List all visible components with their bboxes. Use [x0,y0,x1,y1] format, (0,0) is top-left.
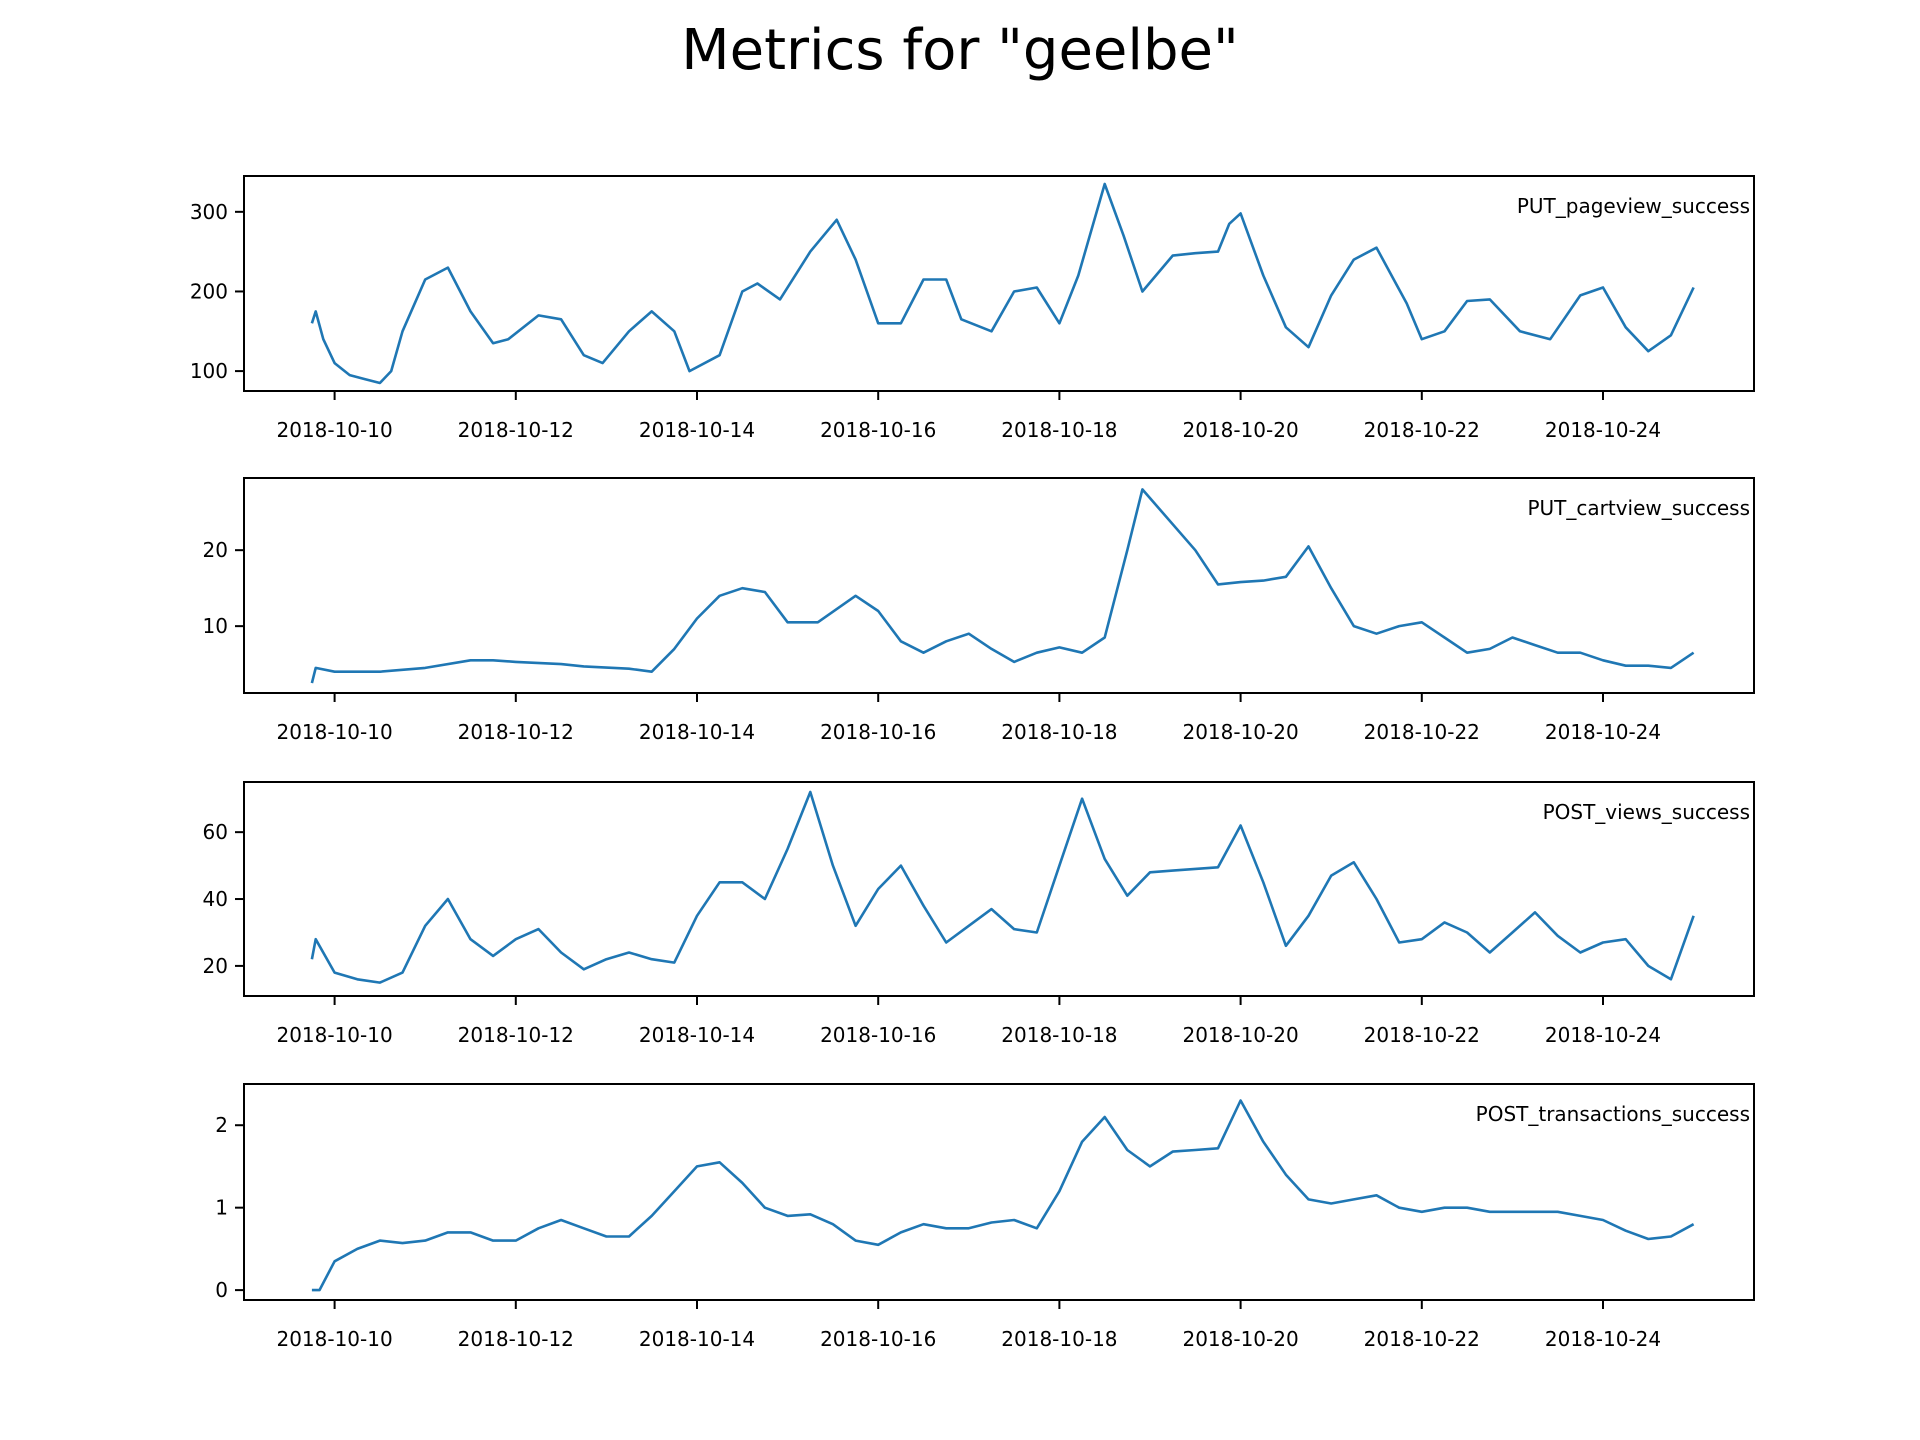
x-tick-label: 2018-10-12 [458,1327,574,1351]
x-tick-label: 2018-10-14 [639,1023,755,1047]
x-tick-label: 2018-10-24 [1545,1327,1661,1351]
y-tick-label: 200 [190,279,228,303]
series-line [310,790,1695,984]
plot-frame [243,781,1755,997]
x-tick-label: 2018-10-10 [276,720,392,744]
x-tick-label: 2018-10-10 [276,418,392,442]
series-label: PUT_pageview_success [1517,194,1750,218]
x-tick-label: 2018-10-12 [458,720,574,744]
x-tick-label: 2018-10-10 [276,1327,392,1351]
x-tick-label: 2018-10-22 [1364,418,1480,442]
y-tick-label: 300 [190,200,228,224]
series-line [311,1099,1695,1292]
x-tick-label: 2018-10-24 [1545,418,1661,442]
x-tick-label: 2018-10-14 [639,720,755,744]
x-tick-label: 2018-10-12 [458,1023,574,1047]
series-line [310,182,1695,385]
plot-frame [243,477,1755,694]
x-tick-label: 2018-10-14 [639,1327,755,1351]
y-tick-label: 40 [203,887,228,911]
x-tick-label: 2018-10-24 [1545,1023,1661,1047]
x-tick-label: 2018-10-18 [1001,720,1117,744]
y-tick-label: 1 [215,1196,228,1220]
x-tick-label: 2018-10-20 [1182,1023,1298,1047]
x-tick-label: 2018-10-22 [1364,720,1480,744]
x-tick-label: 2018-10-20 [1182,1327,1298,1351]
x-tick-label: 2018-10-20 [1182,720,1298,744]
x-tick-label: 2018-10-18 [1001,1023,1117,1047]
figure-title: Metrics for "geelbe" [681,18,1239,83]
y-tick-label: 2 [215,1113,228,1137]
subplot-1: 100 200 300 2018-10-10 2018-10-12 2018-10-14 2… [190,175,1755,442]
x-tick-label: 2018-10-24 [1545,720,1661,744]
subplot-2: 10 20 2018-10-10 2018-10-12 2018-10-14 2018-1… [203,477,1755,744]
x-tick-label: 2018-10-12 [458,418,574,442]
y-tick-label: 100 [190,359,228,383]
x-tick-label: 2018-10-16 [820,1023,936,1047]
series-label: POST_views_success [1543,800,1750,824]
x-tick-label: 2018-10-22 [1364,1327,1480,1351]
plot-frame [243,1083,1755,1301]
series-line [310,488,1695,684]
y-tick-label: 0 [215,1278,228,1302]
x-tick-label: 2018-10-16 [820,720,936,744]
plot-frame [243,175,1755,392]
x-tick-label: 2018-10-14 [639,418,755,442]
series-label: PUT_cartview_success [1527,496,1750,520]
x-tick-label: 2018-10-16 [820,418,936,442]
series-label: POST_transactions_success [1476,1102,1750,1126]
x-tick-label: 2018-10-18 [1001,1327,1117,1351]
y-tick-label: 10 [203,614,228,638]
subplot-3: 20 40 60 2018-10-10 2018-10-12 2018-10-14 2018… [203,781,1755,1047]
y-tick-label: 60 [203,820,228,844]
subplot-4: 0 1 2 2018-10-10 2018-10-12 2018-10-14 2018-10… [215,1083,1755,1351]
x-tick-label: 2018-10-22 [1364,1023,1480,1047]
x-tick-label: 2018-10-16 [820,1327,936,1351]
y-tick-label: 20 [203,538,228,562]
x-tick-label: 2018-10-18 [1001,418,1117,442]
x-tick-label: 2018-10-10 [276,1023,392,1047]
y-tick-label: 20 [203,954,228,978]
x-tick-label: 2018-10-20 [1182,418,1298,442]
